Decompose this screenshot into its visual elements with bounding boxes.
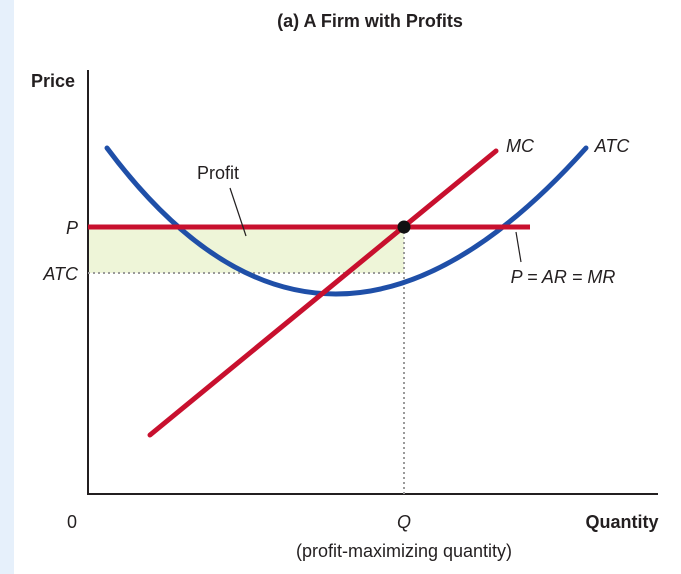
p-tick-label: P bbox=[66, 218, 78, 238]
x-axis-title: Quantity bbox=[585, 512, 658, 532]
q-tick-label: Q bbox=[397, 512, 411, 532]
diagram-title: (a) A Firm with Profits bbox=[277, 11, 463, 31]
origin-label: 0 bbox=[67, 512, 77, 532]
mc-label: MC bbox=[506, 136, 535, 156]
profit-leader-line bbox=[229, 187, 247, 237]
demand-label: P = AR = MR bbox=[511, 267, 616, 287]
y-axis-title: Price bbox=[31, 71, 75, 91]
mc-curve bbox=[147, 148, 499, 438]
profit-maximizing-point bbox=[397, 220, 411, 234]
profit-label: Profit bbox=[197, 163, 239, 183]
atc-curve-label: ATC bbox=[594, 136, 631, 156]
left-background-strip bbox=[0, 0, 14, 574]
demand-leader-line bbox=[515, 231, 522, 263]
atc-curve bbox=[104, 145, 589, 297]
q-tick-note: (profit-maximizing quantity) bbox=[296, 541, 512, 561]
atc-tick-label: ATC bbox=[42, 264, 79, 284]
